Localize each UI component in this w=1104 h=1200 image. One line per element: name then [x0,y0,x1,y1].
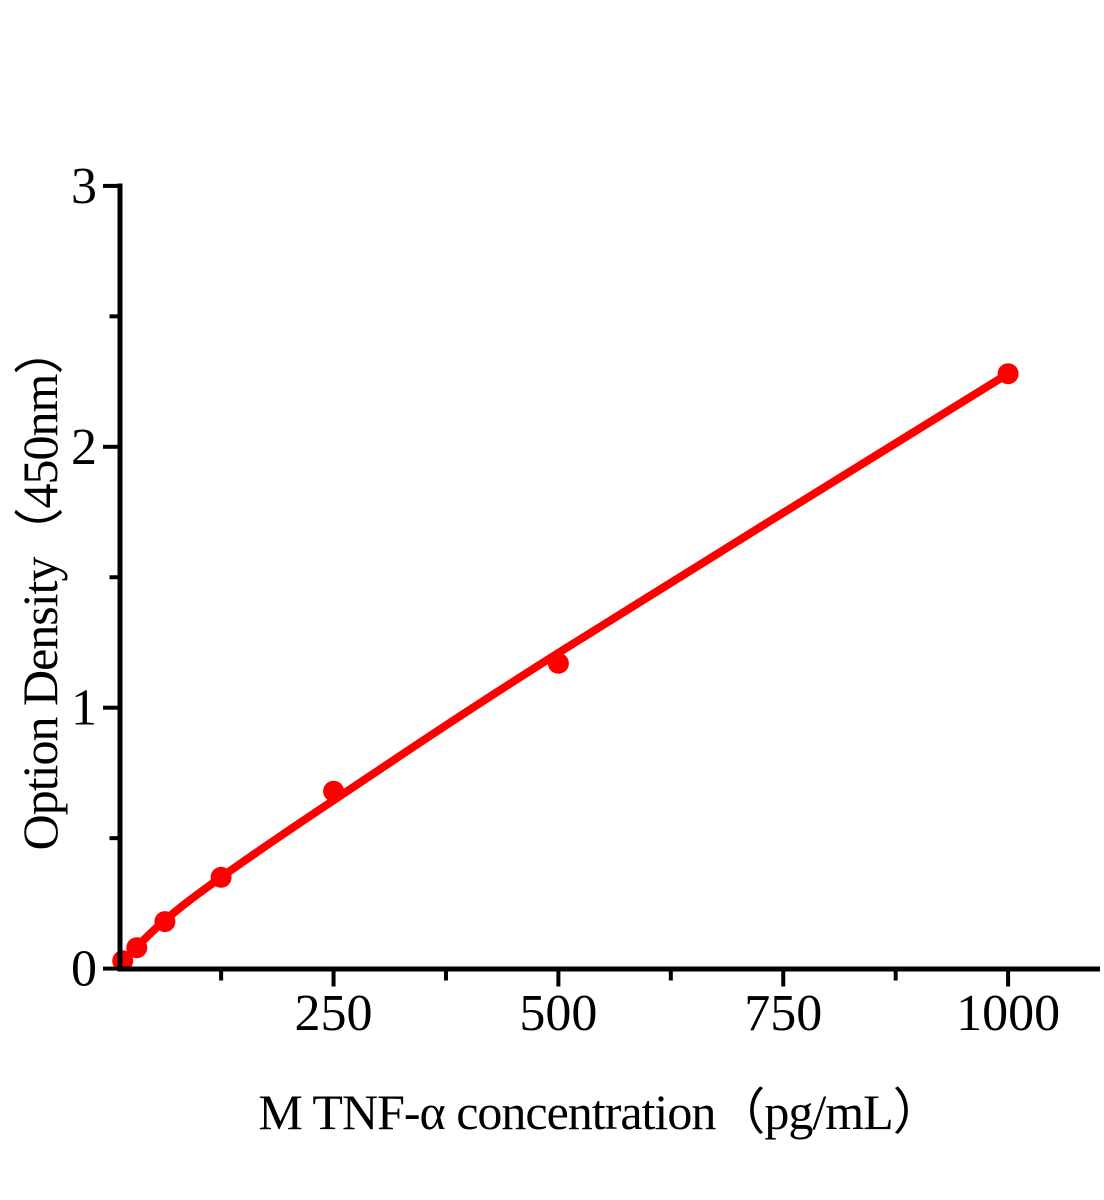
data-point [112,950,134,972]
data-point [154,911,176,933]
y-tick-label: 0 [71,941,97,998]
x-tick-label: 750 [744,985,822,1042]
data-point [323,780,345,802]
data-point [210,866,232,888]
fit-line [119,370,1011,964]
data-point [997,363,1019,385]
x-axis-title: M TNF-α concentration（pg/mL） [258,1084,942,1140]
x-tick-label: 500 [519,985,597,1042]
y-tick-label: 3 [71,158,97,215]
x-tick-label: 1000 [956,985,1060,1042]
y-axis-title: Option Density（450nm） [12,325,68,851]
data-point [126,937,148,959]
y-tick-label: 2 [71,419,97,476]
y-tick-label: 1 [71,680,97,737]
data-point [547,652,569,674]
x-tick-label: 250 [295,985,373,1042]
